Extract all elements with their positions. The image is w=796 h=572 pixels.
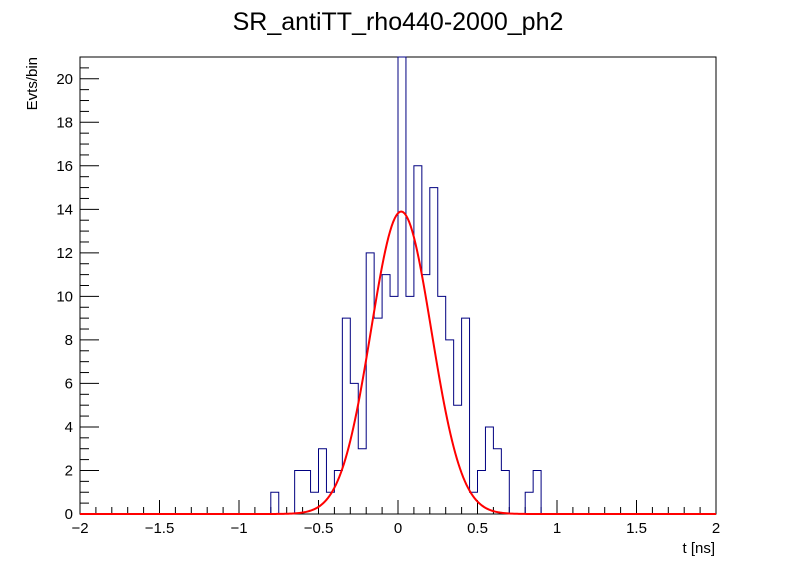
histogram-bin [398, 57, 406, 514]
x-tick-label: 2 [712, 520, 720, 537]
histogram-bin [390, 296, 398, 514]
x-tick-label: 0.5 [467, 520, 488, 537]
histogram-bin [374, 318, 382, 514]
histogram-bin [493, 449, 501, 514]
x-tick-label: −2 [71, 520, 88, 537]
x-tick-label: −1 [230, 520, 247, 537]
histogram-bin [342, 318, 350, 514]
y-tick-labels: 0 2 4 6 8 10 12 14 16 18 20 [56, 71, 73, 523]
y-tick-label: 0 [65, 506, 73, 523]
histogram-outline [80, 56, 716, 515]
histogram-bin [350, 383, 358, 514]
y-tick-label: 14 [56, 201, 73, 218]
y-tick-label: 12 [56, 245, 73, 262]
histogram-bin [485, 427, 493, 514]
y-tick-label: 20 [56, 71, 73, 88]
x-tick-label: −0.5 [304, 520, 334, 537]
histogram [80, 56, 716, 515]
y-tick-label: 18 [56, 114, 73, 131]
y-tick-label: 10 [56, 288, 73, 305]
y-tick-label: 4 [65, 419, 73, 436]
gaussian-fit [80, 210, 716, 515]
histogram-bin [406, 296, 414, 514]
histogram-bin [533, 470, 541, 514]
histogram-bin [414, 166, 422, 514]
y-tick-label: 16 [56, 158, 73, 175]
histogram-bin [525, 492, 533, 514]
histogram-bin [382, 275, 390, 514]
x-tick-label: 0 [394, 520, 402, 537]
x-axis-label: t [ns] [682, 540, 715, 557]
histogram-bin [501, 470, 509, 514]
y-axis-label: Evts/bin [24, 57, 41, 110]
histogram-bin [358, 449, 366, 514]
histogram-bin [295, 470, 303, 514]
x-tick-label: −1.5 [145, 520, 175, 537]
y-tick-label: 6 [65, 375, 73, 392]
tick-marks [79, 56, 717, 515]
y-tick-label: 2 [65, 462, 73, 479]
y-tick-label: 8 [65, 332, 73, 349]
histogram-bin [271, 492, 279, 514]
fit-curve [80, 210, 716, 515]
histogram-bin [366, 253, 374, 514]
x-tick-label: 1.5 [626, 520, 647, 537]
chart-title: SR_antiTT_rho440-2000_ph2 [233, 8, 564, 36]
x-tick-labels: −2 −1.5 −1 −0.5 0 0.5 1 1.5 2 [71, 520, 720, 537]
histogram-bin [303, 470, 311, 514]
x-tick-label: 1 [553, 520, 561, 537]
